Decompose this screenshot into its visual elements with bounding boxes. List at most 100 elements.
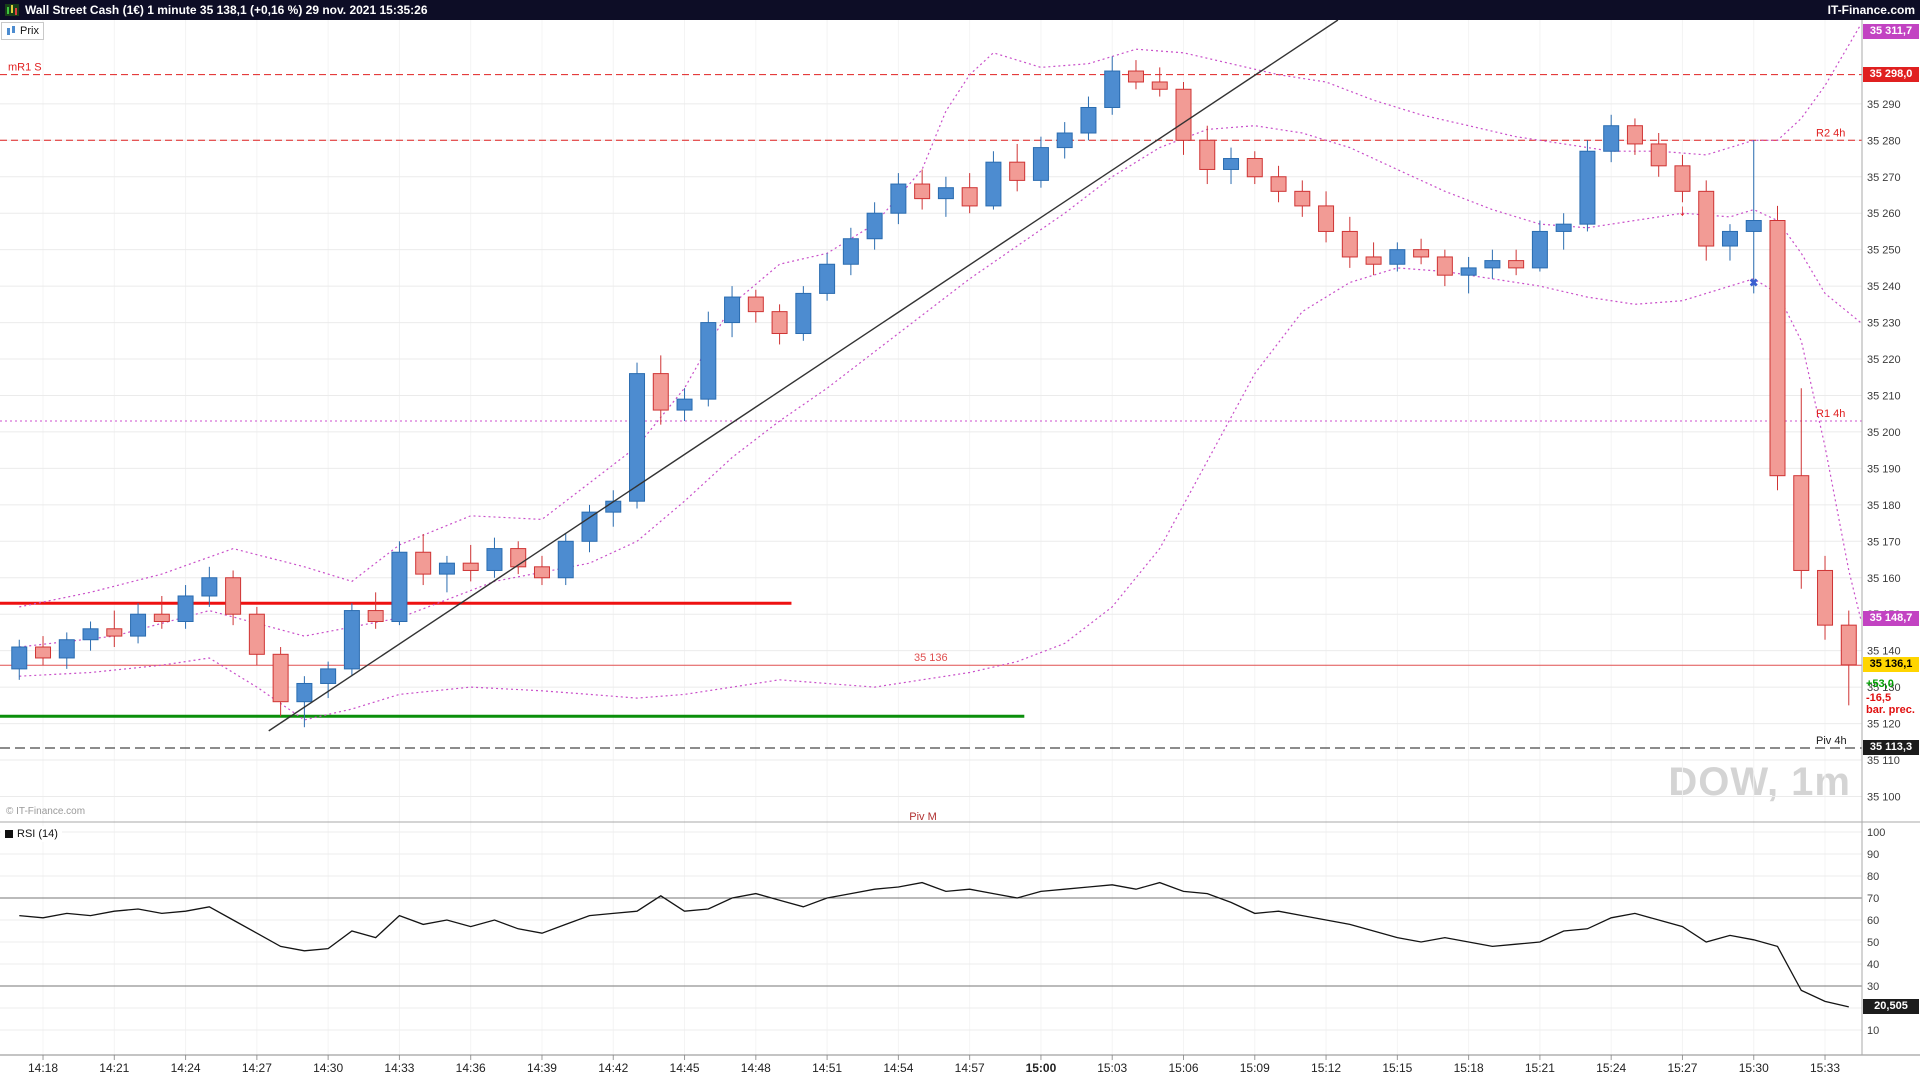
bollinger-lower <box>19 267 1862 721</box>
svg-text:mR1 S: mR1 S <box>8 62 42 74</box>
candle <box>1175 81 1192 155</box>
rsi-line <box>19 881 1849 1008</box>
svg-text:14:42: 14:42 <box>598 1061 628 1075</box>
gridlines <box>0 20 1862 1055</box>
candle <box>581 504 598 553</box>
candle <box>629 362 646 509</box>
candle <box>272 647 289 717</box>
rsi-legend-swatch-icon <box>5 830 13 838</box>
candle <box>343 603 360 677</box>
candle <box>391 541 408 626</box>
bollinger-upper <box>19 24 1862 608</box>
candle <box>1579 140 1596 232</box>
candle <box>1318 191 1335 243</box>
svg-text:14:57: 14:57 <box>955 1061 985 1075</box>
candle <box>1151 67 1168 97</box>
svg-text:35 220: 35 220 <box>1867 354 1901 366</box>
svg-text:35 250: 35 250 <box>1867 245 1901 257</box>
candle <box>533 555 550 586</box>
candle <box>771 304 788 345</box>
svg-text:35 260: 35 260 <box>1867 208 1901 220</box>
pane-borders <box>0 20 1920 1060</box>
svg-text:15:00: 15:00 <box>1026 1061 1057 1075</box>
svg-text:14:51: 14:51 <box>812 1061 842 1075</box>
rsi-label-text: RSI (14) <box>17 828 58 840</box>
svg-text:14:45: 14:45 <box>670 1061 700 1075</box>
svg-text:15:30: 15:30 <box>1739 1061 1769 1075</box>
header-bar: Wall Street Cash (1€) 1 minute 35 138,1 … <box>0 0 1920 20</box>
candle <box>1698 180 1715 261</box>
price-pane-tab-label: Prix <box>20 25 39 37</box>
candle <box>1555 213 1572 250</box>
candle <box>1436 249 1453 287</box>
candle <box>462 544 479 582</box>
candle <box>153 595 170 629</box>
svg-text:15:15: 15:15 <box>1382 1061 1412 1075</box>
prev-bar-change-caption: bar. prec. <box>1866 704 1915 716</box>
svg-text:15:33: 15:33 <box>1810 1061 1840 1075</box>
upper-band-price-tag: 35 311,7 <box>1863 24 1919 39</box>
svg-text:35 120: 35 120 <box>1867 719 1901 731</box>
svg-text:100: 100 <box>1867 827 1885 839</box>
candle <box>724 286 741 338</box>
copyright-label: © IT-Finance.com <box>6 806 86 817</box>
candle <box>1032 136 1049 188</box>
price-pane-tab[interactable]: Prix <box>1 22 44 40</box>
candle <box>1793 388 1810 589</box>
rsi-value-tag: 20,505 <box>1863 999 1919 1014</box>
rsi-indicator-label[interactable]: RSI (14) <box>1 826 62 842</box>
svg-text:14:54: 14:54 <box>883 1061 913 1075</box>
candle <box>11 639 28 680</box>
chart-markers: ↓✖ <box>1678 203 1758 290</box>
candle <box>937 176 954 217</box>
svg-text:14:18: 14:18 <box>28 1061 58 1075</box>
candle <box>1626 118 1643 155</box>
candle <box>1127 60 1144 90</box>
svg-text:14:21: 14:21 <box>99 1061 129 1075</box>
candle <box>177 585 194 629</box>
candle <box>1341 216 1358 268</box>
svg-text:↓: ↓ <box>1678 203 1686 220</box>
candle <box>367 592 384 629</box>
svg-text:35 230: 35 230 <box>1867 318 1901 330</box>
svg-text:35 200: 35 200 <box>1867 427 1901 439</box>
candle <box>1745 140 1762 294</box>
svg-text:14:30: 14:30 <box>313 1061 343 1075</box>
svg-text:35 140: 35 140 <box>1867 646 1901 658</box>
axis-labels: 14:18 14:21 14:24 14:27 14:30 14:33 14:36 14:39… <box>8 62 1901 1075</box>
bollinger-bands <box>19 24 1862 721</box>
svg-text:30: 30 <box>1867 981 1879 993</box>
trend-line <box>268 20 1339 732</box>
svg-text:35 210: 35 210 <box>1867 390 1901 402</box>
svg-text:15:06: 15:06 <box>1168 1061 1198 1075</box>
window-title: Wall Street Cash (1€) 1 minute 35 138,1 … <box>25 3 428 17</box>
candle <box>1389 242 1406 272</box>
candle <box>819 253 836 301</box>
candle <box>248 606 265 666</box>
candle <box>1817 555 1834 640</box>
svg-text:14:48: 14:48 <box>741 1061 771 1075</box>
svg-text:35 290: 35 290 <box>1867 99 1901 111</box>
svg-text:14:36: 14:36 <box>456 1061 486 1075</box>
svg-text:15:18: 15:18 <box>1454 1061 1484 1075</box>
candle <box>605 490 622 527</box>
svg-text:50: 50 <box>1867 937 1879 949</box>
candle <box>1769 205 1786 491</box>
candle <box>985 151 1002 210</box>
svg-text:14:39: 14:39 <box>527 1061 557 1075</box>
candle <box>652 355 669 425</box>
svg-text:35 110: 35 110 <box>1867 755 1900 767</box>
candle <box>1056 122 1073 159</box>
candle <box>1531 220 1548 272</box>
candle <box>1199 125 1216 185</box>
lower-band-price-tag: 35 148,7 <box>1863 611 1919 626</box>
candle <box>1484 249 1501 279</box>
candle <box>486 537 503 578</box>
candle <box>1246 151 1263 185</box>
svg-text:15:24: 15:24 <box>1596 1061 1626 1075</box>
svg-text:35 270: 35 270 <box>1867 172 1901 184</box>
svg-text:10: 10 <box>1867 1025 1879 1037</box>
svg-text:14:24: 14:24 <box>171 1061 201 1075</box>
candle <box>557 534 574 586</box>
